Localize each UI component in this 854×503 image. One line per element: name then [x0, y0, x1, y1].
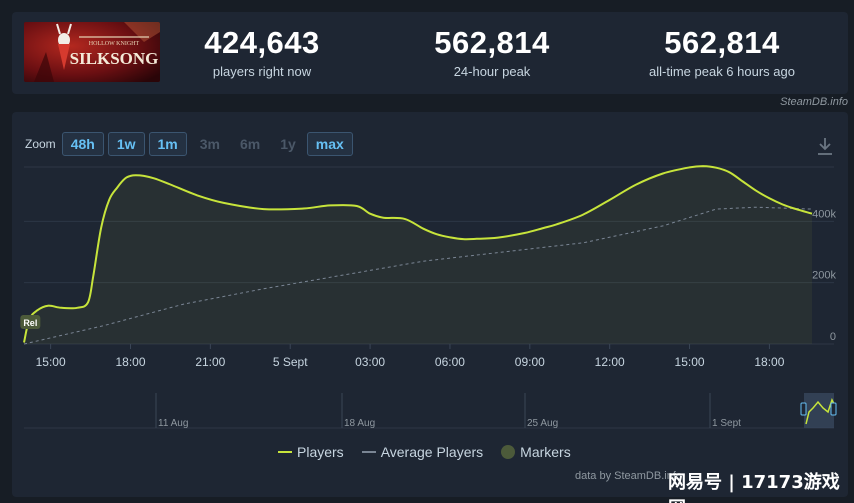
navigator-label: 11 Aug: [158, 418, 188, 429]
y-tick-label: 0: [830, 331, 836, 343]
navigator-label: 18 Aug: [344, 418, 375, 429]
watermark: 网易号 | 17173游戏网: [668, 472, 840, 503]
current-players-value: 424,643: [204, 25, 320, 60]
legend-average-swatch: [361, 451, 376, 453]
zoom-6m-button[interactable]: 6m: [239, 136, 261, 152]
data-credit[interactable]: data by SteamDB.info: [575, 470, 683, 482]
players-area: [24, 166, 812, 344]
zoom-label: Zoom: [25, 137, 56, 151]
x-tick-label: 15:00: [675, 355, 705, 369]
x-tick-label: 18:00: [115, 355, 145, 369]
x-tick-label: 06:00: [435, 355, 465, 369]
x-tick-label: 5 Sept: [273, 355, 308, 369]
navigator-window: [804, 393, 834, 428]
all-time-peak-label: all-time peak 6 hours ago: [649, 64, 795, 79]
navigator-label: 1 Sept: [712, 418, 741, 429]
x-tick-label: 03:00: [355, 355, 385, 369]
stats-panel: HOLLOW KNIGHT SILKSONG 424,643 players r…: [12, 12, 848, 94]
navigator-sparkline: [805, 398, 835, 425]
legend-markers[interactable]: Markers: [501, 444, 571, 460]
all-time-peak-stat: 562,814 all-time peak 6 hours ago: [632, 25, 812, 80]
legend-players-label: Players: [297, 444, 344, 460]
release-marker-label: Rel: [23, 318, 37, 328]
legend-markers-swatch: [501, 445, 516, 459]
players-line: [23, 165, 813, 343]
download-icon[interactable]: [816, 136, 834, 156]
average-players-line: [23, 206, 813, 345]
legend-average-label: Average Players: [380, 444, 484, 460]
chart-legend: Players Average Players Markers: [278, 444, 589, 460]
x-tick-label: 21:00: [195, 355, 225, 369]
legend-markers-label: Markers: [520, 444, 571, 460]
game-logo-image: HOLLOW KNIGHT SILKSONG: [24, 22, 160, 82]
navigator-label: 25 Aug: [527, 418, 558, 429]
zoom-1y-button[interactable]: 1y: [280, 136, 296, 152]
legend-players-swatch: [278, 451, 292, 453]
zoom-1m-button[interactable]: 1m: [148, 132, 187, 156]
current-players-stat: 424,643 players right now: [192, 25, 332, 80]
navigator-right-handle: [830, 402, 837, 416]
x-tick-label: 09:00: [515, 355, 545, 369]
all-time-peak-value: 562,814: [664, 25, 780, 60]
logo-title: SILKSONG: [70, 49, 159, 68]
x-tick-label: 18:00: [754, 355, 784, 369]
logo-subtitle: HOLLOW KNIGHT: [89, 41, 140, 47]
zoom-48h-button[interactable]: 48h: [61, 132, 104, 156]
zoom-1w-button[interactable]: 1w: [107, 132, 145, 156]
y-tick-label: 400k: [812, 208, 836, 220]
legend-average[interactable]: Average Players: [361, 444, 484, 460]
navigator-left-handle: [800, 402, 807, 416]
game-logo[interactable]: HOLLOW KNIGHT SILKSONG: [24, 22, 160, 82]
y-tick-label: 200k: [812, 270, 836, 282]
daily-peak-value: 562,814: [434, 25, 550, 60]
chart-panel: Zoom 48h 1w 1m 3m 6m 1y max 0 200k 400k 15:…: [12, 112, 848, 497]
daily-peak-stat: 562,814 24-hour peak: [422, 25, 562, 80]
x-tick-label: 12:00: [595, 355, 625, 369]
legend-players[interactable]: Players: [278, 444, 344, 460]
x-tick-label: 15:00: [36, 355, 66, 369]
zoom-bar: Zoom 48h 1w 1m 3m 6m 1y max: [25, 132, 357, 156]
player-count-chart[interactable]: 0 200k 400k 15:00 18:00 21:00 5 Sept 03:00 06:00…: [12, 112, 848, 442]
zoom-3m-button[interactable]: 3m: [199, 136, 220, 152]
release-marker: [20, 315, 41, 329]
steamdb-credit[interactable]: SteamDB.info: [780, 96, 848, 108]
current-players-label: players right now: [212, 64, 312, 79]
zoom-max-button[interactable]: max: [306, 132, 353, 156]
daily-peak-label: 24-hour peak: [453, 64, 531, 79]
